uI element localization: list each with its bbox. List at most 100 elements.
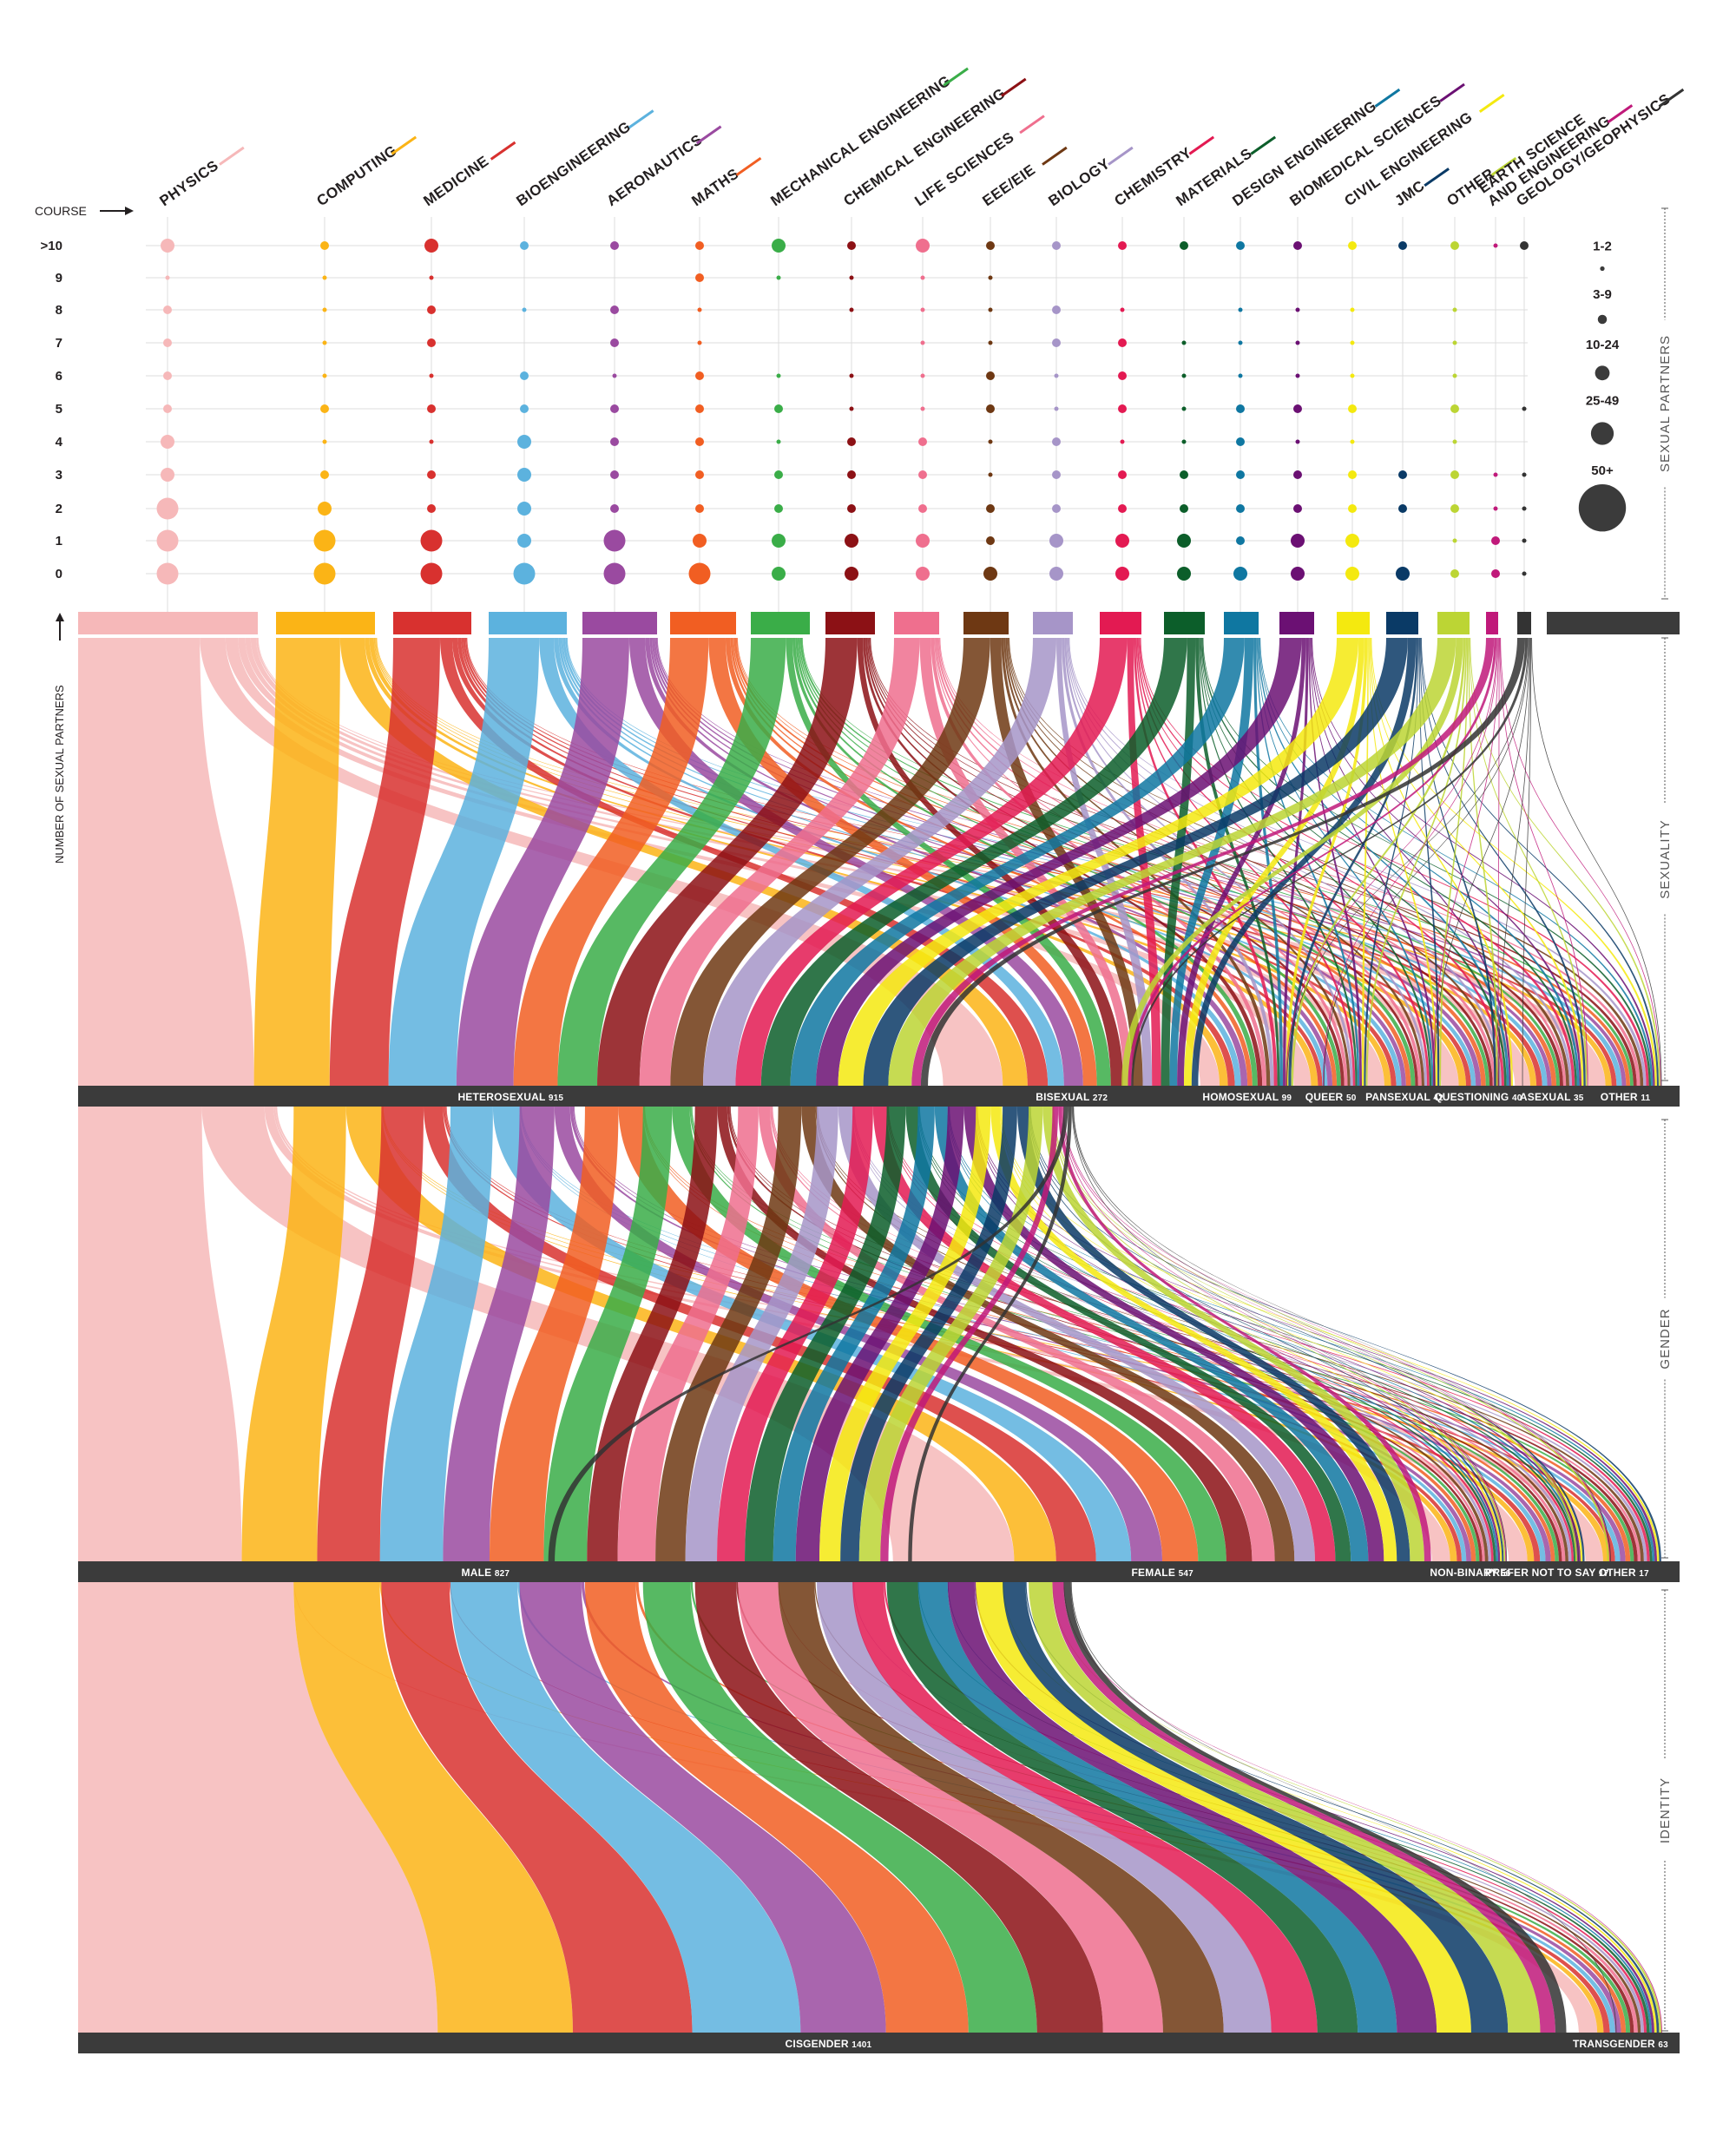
category-count: 35 (1574, 1094, 1584, 1103)
category-count: 63 (1658, 2040, 1668, 2050)
bubble-physics (163, 305, 172, 314)
bubble-life-sciences (920, 340, 925, 345)
legend-bubble (1600, 266, 1605, 272)
bubble-earth-science-and-engineering (1491, 569, 1500, 578)
bubble-other (1452, 340, 1457, 345)
bubble-geology-geophysics (1522, 472, 1527, 477)
bubble-materials (1177, 567, 1191, 581)
category-count: 547 (1179, 1569, 1194, 1579)
bubble-maths (697, 340, 702, 345)
course-bar-civil-engineering (1337, 612, 1370, 634)
bubble-jmc (1398, 504, 1407, 513)
course-bar-eee-eie (963, 612, 1009, 634)
category-label-heterosexual: HETEROSEXUAL 915 (457, 1091, 563, 1103)
bubble-aeronautics (612, 373, 617, 378)
legend-bubble (1597, 314, 1608, 325)
bubble-civil-engineering (1350, 439, 1355, 444)
category-label-male: MALE 827 (462, 1567, 510, 1579)
partner-level-label: 6 (56, 369, 62, 384)
bubble-eee-eie (988, 275, 993, 280)
bubble-physics (161, 468, 174, 482)
partner-level-label: 5 (56, 402, 62, 417)
bubble-biomedical-sciences (1295, 373, 1300, 378)
partner-level-label: 7 (56, 336, 62, 351)
legend-label: 10-24 (1586, 338, 1620, 352)
bubble-civil-engineering (1350, 373, 1355, 378)
course-bar-medicine (393, 612, 471, 634)
partner-level-label: 8 (56, 303, 62, 318)
bubble-maths (695, 273, 704, 282)
legend-bubble (1578, 484, 1627, 532)
bubble-life-sciences (920, 406, 925, 411)
legend-bubble (1595, 365, 1610, 381)
bracket-sexual-partners: SEXUAL PARTNERS (1658, 207, 1673, 600)
svg-text:MATHS: MATHS (688, 165, 741, 209)
bubble-computing (313, 529, 336, 552)
bubble-eee-eie (986, 536, 995, 545)
bubble-design-engineering (1236, 470, 1245, 479)
bubble-other (1450, 504, 1459, 513)
bubble-biology (1052, 437, 1061, 446)
bubble-maths (697, 307, 702, 312)
dimension-bar-sexuality (78, 1086, 1680, 1107)
bubble-civil-engineering (1348, 241, 1357, 250)
category-count: 42 (1433, 1094, 1443, 1103)
legend-label: 50+ (1591, 463, 1614, 478)
bubble-physics (163, 371, 172, 380)
bubble-biology (1052, 241, 1061, 250)
bubble-other (1452, 439, 1457, 444)
bubble-life-sciences (916, 239, 930, 253)
category-count: 915 (549, 1094, 564, 1103)
course-label-life-sciences: LIFE SCIENCES (911, 115, 1045, 209)
bubble-computing (320, 404, 329, 413)
category-count: 17 (1639, 1569, 1649, 1579)
category-count: 50 (1346, 1094, 1357, 1103)
partner-level-label: 4 (56, 435, 63, 450)
flow-layer-1 (78, 638, 1662, 1086)
bubble-computing (322, 439, 327, 444)
course-bar-computing (276, 612, 375, 634)
bubble-chemistry (1120, 439, 1125, 444)
bubble-biomedical-sciences (1293, 404, 1302, 413)
bubble-physics (161, 435, 174, 449)
bubble-eee-eie (988, 472, 993, 477)
svg-text:GENDER: GENDER (1658, 1308, 1673, 1369)
bubble-computing (320, 470, 329, 479)
course-bar-total (1547, 612, 1680, 634)
bubble-life-sciences (920, 373, 925, 378)
bubble-computing (313, 562, 336, 585)
course-bars (78, 612, 1680, 634)
course-bar-earth-science-and-engineering (1486, 612, 1498, 634)
bubble-life-sciences (918, 437, 927, 446)
bubble-bioengineering (513, 562, 536, 585)
bubble-bioengineering (517, 502, 531, 516)
bubble-chemistry (1115, 534, 1129, 548)
bubble-earth-science-and-engineering (1493, 506, 1498, 511)
bubble-civil-engineering (1350, 340, 1355, 345)
bubble-biology (1052, 470, 1061, 479)
bubble-maths (695, 371, 704, 380)
bubble-design-engineering (1236, 536, 1245, 545)
bubble-biology (1052, 338, 1061, 347)
bracket-identity: IDENTITY (1658, 1589, 1673, 2032)
course-bar-chemistry (1100, 612, 1141, 634)
legend-label: 3-9 (1593, 287, 1612, 302)
bubble-physics (163, 338, 172, 347)
bubble-chemical-engineering (849, 307, 854, 312)
bubble-biology (1049, 534, 1063, 548)
course-bar-maths (670, 612, 736, 634)
bubble-aeronautics (610, 305, 619, 314)
bubble-design-engineering (1238, 307, 1243, 312)
svg-text:SEXUALITY: SEXUALITY (1658, 819, 1673, 899)
partner-level-label: 9 (56, 271, 62, 286)
bubble-physics (163, 404, 172, 413)
bubble-maths (695, 404, 704, 413)
category-label-transgender: TRANSGENDER 63 (1573, 2038, 1668, 2050)
partner-level-label: >10 (41, 239, 62, 253)
bubble-chemistry (1118, 404, 1127, 413)
course-bar-life-sciences (894, 612, 939, 634)
bubble-design-engineering (1238, 340, 1243, 345)
category-label-asexual: ASEXUAL 35 (1520, 1091, 1584, 1103)
bubble-biomedical-sciences (1293, 241, 1302, 250)
category-label-non-binary: NON-BINARY 56 (1430, 1567, 1510, 1579)
